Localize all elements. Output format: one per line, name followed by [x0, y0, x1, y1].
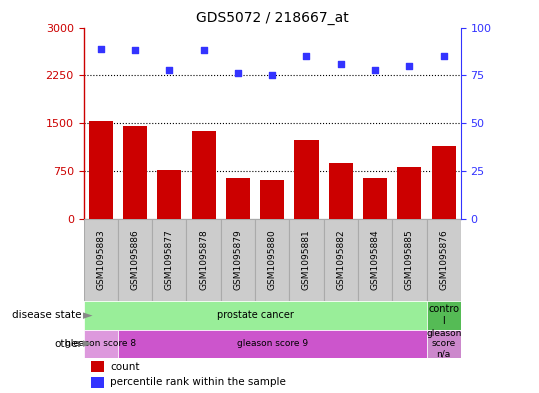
Text: gleason
score
n/a: gleason score n/a — [426, 329, 461, 359]
Point — [199, 47, 208, 53]
Text: contro
l: contro l — [428, 305, 459, 326]
Point — [96, 46, 105, 52]
Point — [405, 62, 414, 69]
Bar — [397, 167, 421, 219]
Bar — [191, 132, 216, 219]
Point — [233, 70, 242, 77]
Bar — [221, 219, 255, 301]
Text: GSM1095885: GSM1095885 — [405, 230, 414, 290]
Bar — [260, 180, 284, 219]
Bar — [426, 330, 461, 358]
Text: GSM1095876: GSM1095876 — [439, 230, 448, 290]
Text: gleason score 9: gleason score 9 — [237, 340, 308, 349]
Bar — [363, 178, 387, 219]
Bar — [186, 219, 221, 301]
Text: GSM1095881: GSM1095881 — [302, 230, 311, 290]
Text: gleason score 8: gleason score 8 — [65, 340, 136, 349]
Point — [165, 66, 174, 73]
Bar — [118, 219, 152, 301]
Text: GSM1095880: GSM1095880 — [268, 230, 277, 290]
Text: GSM1095877: GSM1095877 — [165, 230, 174, 290]
Point — [302, 53, 311, 59]
Text: count: count — [110, 362, 140, 372]
Text: ►: ► — [83, 338, 93, 351]
Bar — [157, 170, 181, 219]
Point — [130, 47, 139, 53]
Bar — [123, 126, 147, 219]
Point — [371, 66, 379, 73]
Bar — [329, 163, 353, 219]
Point — [268, 72, 277, 79]
Bar — [255, 219, 289, 301]
Text: GSM1095883: GSM1095883 — [96, 230, 105, 290]
Point — [336, 61, 345, 67]
Title: GDS5072 / 218667_at: GDS5072 / 218667_at — [196, 11, 349, 25]
Bar — [84, 219, 118, 301]
Bar — [91, 362, 105, 372]
Bar — [84, 330, 118, 358]
Bar — [289, 219, 323, 301]
Text: GSM1095884: GSM1095884 — [371, 230, 379, 290]
Bar — [426, 219, 461, 301]
Bar — [392, 219, 426, 301]
Bar — [294, 140, 319, 219]
Text: disease state: disease state — [12, 310, 82, 320]
Bar — [89, 121, 113, 219]
Bar — [323, 219, 358, 301]
Bar — [426, 301, 461, 330]
Bar — [152, 219, 186, 301]
Bar — [226, 178, 250, 219]
Text: other: other — [54, 339, 82, 349]
Text: ►: ► — [83, 309, 93, 322]
Bar — [432, 145, 455, 219]
Text: GSM1095878: GSM1095878 — [199, 230, 208, 290]
Text: GSM1095886: GSM1095886 — [130, 230, 140, 290]
Point — [439, 53, 448, 59]
Bar — [358, 219, 392, 301]
Bar — [91, 377, 105, 387]
Text: prostate cancer: prostate cancer — [217, 310, 293, 320]
Bar — [118, 330, 426, 358]
Text: GSM1095879: GSM1095879 — [233, 230, 243, 290]
Text: percentile rank within the sample: percentile rank within the sample — [110, 377, 286, 387]
Text: GSM1095882: GSM1095882 — [336, 230, 345, 290]
